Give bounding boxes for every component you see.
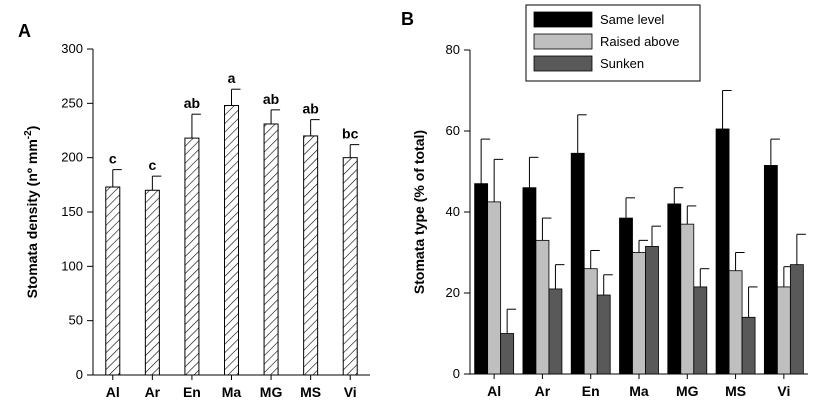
panel-a-category-label: MG [260, 384, 283, 400]
panel-a-category-label: Ar [145, 384, 161, 400]
panel-b-bar-En-2 [596, 294, 611, 375]
panel-b-bar-Ma-1 [632, 252, 646, 375]
panel-a-y-tick-label: 300 [61, 41, 83, 56]
panel-b: B Stomata type (% of total) 0 20 40 60 80 Al A… [401, 4, 808, 399]
panel-b-bar-Ma-2 [645, 246, 659, 375]
panel-b-y-tick-label: 40 [446, 204, 460, 219]
panel-a-category-label: Ma [222, 384, 242, 400]
panel-b-category-label: Ar [535, 383, 551, 399]
panel-b-y-axis-title: Stomata type (% of total) [411, 130, 427, 294]
panel-a-letter: A [18, 21, 31, 41]
panel-a-significance-label: c [148, 157, 156, 173]
panel-a-significance-label: bc [342, 126, 359, 142]
panel-b-bar-MS-0 [715, 128, 730, 375]
panel-a-y-axis-title: Stomata density (nº mm-2) [23, 126, 40, 299]
legend-label: Sunken [600, 56, 644, 71]
panel-b-bar-MS-2 [741, 316, 756, 375]
panel-a-bar-Ma [224, 105, 239, 376]
panel-b-bar-Ar-2 [548, 288, 563, 375]
panel-b-bar-Al-0 [474, 183, 489, 375]
panel-a: A Stomata density (nº mm-2) 0 50 100 150 200… [18, 21, 370, 400]
panel-b-y-tick-label: 60 [446, 123, 460, 138]
panel-a-y-tick-label: 200 [61, 150, 83, 165]
panel-b-category-label: Ma [629, 383, 649, 399]
panel-a-bar-Ar [144, 189, 160, 376]
panel-a-category-label: MS [300, 384, 321, 400]
panel-a-y-tick-label: 50 [69, 313, 83, 328]
panel-b-category-label: MS [725, 383, 746, 399]
panel-a-bar-MG [263, 123, 279, 376]
panel-a-y-tick-label: 100 [61, 258, 83, 273]
panel-b-bar-Vi-2 [789, 264, 804, 375]
panel-a-bar-Vi [342, 157, 358, 376]
panel-a-bar-Al [105, 186, 121, 376]
panel-b-bar-MS-1 [728, 270, 743, 375]
panel-b-bar-MG-1 [680, 223, 695, 375]
panel-b-y-tick-label: 20 [446, 285, 460, 300]
panel-a-category-label: Al [106, 384, 120, 400]
panel-b-bar-Al-2 [500, 333, 515, 375]
panel-a-category-label: Vi [344, 384, 357, 400]
panel-b-category-label: En [582, 383, 600, 399]
panel-b-bar-Ma-0 [619, 217, 633, 375]
panel-b-bar-Ar-0 [522, 187, 537, 375]
panel-b-category-label: MG [676, 383, 699, 399]
panel-b-bar-Vi-1 [776, 286, 791, 375]
panel-b-letter: B [401, 9, 414, 29]
panel-a-significance-label: a [228, 70, 236, 86]
panel-a-bar-MS [303, 135, 319, 376]
panel-b-bar-En-1 [583, 268, 598, 375]
panel-b-bar-MG-2 [693, 286, 708, 375]
panel-b-bar-Al-1 [487, 201, 502, 375]
legend-label: Same level [600, 12, 664, 27]
panel-b-category-label: Al [487, 383, 501, 399]
legend-swatch [533, 11, 593, 28]
panel-a-y-tick-label: 250 [61, 95, 83, 110]
panel-b-legend: Same level Raised above Sunken [525, 4, 701, 82]
panel-a-bar-En [184, 137, 200, 376]
panel-b-bar-Ar-1 [535, 239, 550, 375]
panel-b-bar-MG-0 [667, 203, 682, 375]
panel-b-bar-Vi-0 [763, 165, 778, 375]
legend-label: Raised above [600, 34, 680, 49]
panel-b-category-label: Vi [777, 383, 790, 399]
legend-swatch [533, 55, 593, 72]
panel-a-y-tick-label: 150 [61, 204, 83, 219]
panel-a-y-tick-label: 0 [76, 367, 83, 382]
panel-a-significance-label: c [109, 151, 117, 167]
panel-b-bar-En-0 [570, 152, 585, 375]
panel-a-category-label: En [183, 384, 201, 400]
panel-a-significance-label: ab [263, 91, 279, 107]
panel-b-y-tick-label: 0 [453, 366, 460, 381]
panel-a-significance-label: ab [302, 101, 318, 117]
panel-b-y-tick-label: 80 [446, 42, 460, 57]
legend-swatch [533, 33, 593, 50]
panel-a-significance-label: ab [184, 95, 200, 111]
